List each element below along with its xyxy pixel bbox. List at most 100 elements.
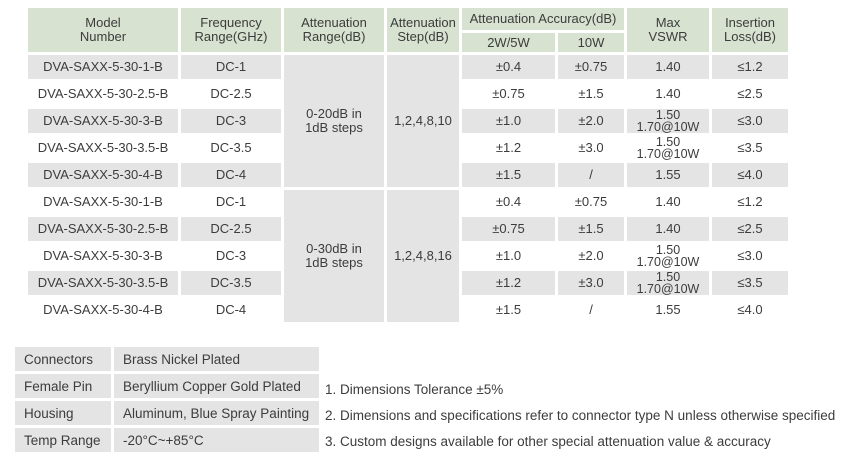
vswr-cell: 1.50 1.70@10W	[627, 109, 709, 133]
accuracy-2w5w-cell: ±1.5	[462, 163, 555, 187]
spec-row: DVA-SAXX-5-30-3.5-B DC-3.5 ±1.2 ±3.0 1.5…	[28, 271, 788, 295]
spec-row: DVA-SAXX-5-30-3-B DC-3 ±1.0 ±2.0 1.50 1.…	[28, 109, 788, 133]
accuracy-2w5w-cell: ±0.4	[462, 190, 555, 214]
notes-list: 1. Dimensions Tolerance ±5% 2. Dimension…	[325, 377, 835, 455]
materials-row: Temp Range -20°C~+85°C	[15, 428, 319, 452]
header-accuracy-10w: 10W	[558, 33, 624, 52]
frequency-cell: DC-3.5	[181, 271, 281, 295]
frequency-cell: DC-1	[181, 190, 281, 214]
insertion-loss-cell: ≤2.5	[712, 217, 788, 241]
accuracy-10w-cell: ±1.5	[558, 217, 624, 241]
material-value: -20°C~+85°C	[114, 428, 319, 452]
spec-row: DVA-SAXX-5-30-1-B DC-1 0-20dB in 1dB ste…	[28, 55, 788, 187]
accuracy-10w-cell: /	[558, 298, 624, 322]
insertion-loss-cell: ≤4.0	[712, 298, 788, 322]
model-cell: DVA-SAXX-5-30-3-B	[28, 109, 178, 133]
model-cell: DVA-SAXX-5-30-3-B	[28, 244, 178, 268]
accuracy-10w-cell: ±3.0	[558, 136, 624, 160]
accuracy-10w-cell: ±0.75	[558, 190, 624, 214]
materials-row: Connectors Brass Nickel Plated	[15, 347, 319, 371]
insertion-loss-cell: ≤3.5	[712, 271, 788, 295]
note-2: 2. Dimensions and specifications refer t…	[325, 408, 836, 423]
material-label: Connectors	[15, 347, 111, 371]
header-model-number: Model Number	[28, 8, 178, 52]
spec-row: DVA-SAXX-5-30-2.5-B DC-2.5 ±0.75 ±1.5 1.…	[28, 82, 788, 106]
insertion-loss-cell: ≤2.5	[712, 82, 788, 106]
material-label: Temp Range	[15, 428, 111, 452]
header-accuracy-2w5w: 2W/5W	[462, 33, 555, 52]
accuracy-10w-cell: ±3.0	[558, 271, 624, 295]
frequency-cell: DC-2.5	[181, 82, 281, 106]
accuracy-2w5w-cell: ±1.0	[462, 109, 555, 133]
accuracy-10w-cell: /	[558, 163, 624, 187]
frequency-cell: DC-3.5	[181, 136, 281, 160]
accuracy-2w5w-cell: ±0.75	[462, 217, 555, 241]
model-cell: DVA-SAXX-5-30-3.5-B	[28, 136, 178, 160]
vswr-cell: 1.50 1.70@10W	[627, 271, 709, 295]
attenuation-step-cell: 1,2,4,8,10	[387, 55, 459, 187]
header-attenuation-step: Attenuation Step(dB)	[387, 8, 459, 52]
accuracy-10w-cell: ±0.75	[558, 55, 624, 79]
spec-table: Model Number Frequency Range(GHz) Attenu…	[25, 5, 791, 325]
accuracy-2w5w-cell: ±0.4	[462, 55, 555, 79]
model-cell: DVA-SAXX-5-30-1-B	[28, 190, 178, 214]
model-cell: DVA-SAXX-5-30-1-B	[28, 55, 178, 79]
note-1: 1. Dimensions Tolerance ±5%	[325, 382, 504, 397]
materials-row: Housing Aluminum, Blue Spray Painting	[15, 401, 319, 425]
material-label: Female Pin	[15, 374, 111, 398]
vswr-cell: 1.40	[627, 190, 709, 214]
vswr-cell: 1.50 1.70@10W	[627, 136, 709, 160]
insertion-loss-cell: ≤3.5	[712, 136, 788, 160]
vswr-cell: 1.50 1.70@10W	[627, 244, 709, 268]
material-value: Aluminum, Blue Spray Painting	[114, 401, 319, 425]
spec-row: DVA-SAXX-5-30-3.5-B DC-3.5 ±1.2 ±3.0 1.5…	[28, 136, 788, 160]
attenuation-range-cell: 0-20dB in 1dB steps	[284, 55, 384, 187]
spec-row: DVA-SAXX-5-30-1-B DC-1 0-30dB in 1dB ste…	[28, 190, 788, 322]
header-max-vswr: Max VSWR	[627, 8, 709, 52]
frequency-cell: DC-3	[181, 109, 281, 133]
header-frequency-range: Frequency Range(GHz)	[181, 8, 281, 52]
insertion-loss-cell: ≤1.2	[712, 190, 788, 214]
accuracy-2w5w-cell: ±1.0	[462, 244, 555, 268]
vswr-cell: 1.55	[627, 298, 709, 322]
spec-row: DVA-SAXX-5-30-2.5-B DC-2.5 ±0.75 ±1.5 1.…	[28, 217, 788, 241]
insertion-loss-cell: ≤3.0	[712, 244, 788, 268]
accuracy-10w-cell: ±2.0	[558, 244, 624, 268]
model-cell: DVA-SAXX-5-30-3.5-B	[28, 271, 178, 295]
model-cell: DVA-SAXX-5-30-4-B	[28, 163, 178, 187]
frequency-cell: DC-4	[181, 163, 281, 187]
frequency-cell: DC-3	[181, 244, 281, 268]
header-attenuation-accuracy: Attenuation Accuracy(dB)	[462, 8, 624, 30]
vswr-cell: 1.40	[627, 55, 709, 79]
frequency-cell: DC-4	[181, 298, 281, 322]
insertion-loss-cell: ≤4.0	[712, 163, 788, 187]
attenuation-step-cell: 1,2,4,8,16	[387, 190, 459, 322]
insertion-loss-cell: ≤1.2	[712, 55, 788, 79]
accuracy-10w-cell: ±1.5	[558, 82, 624, 106]
material-value: Beryllium Copper Gold Plated	[114, 374, 319, 398]
header-attenuation-range: Attenuation Range(dB)	[284, 8, 384, 52]
vswr-cell: 1.55	[627, 163, 709, 187]
model-cell: DVA-SAXX-5-30-4-B	[28, 298, 178, 322]
accuracy-2w5w-cell: ±1.5	[462, 298, 555, 322]
spec-row: DVA-SAXX-5-30-4-B DC-4 ±1.5 / 1.55 ≤4.0	[28, 298, 788, 322]
material-label: Housing	[15, 401, 111, 425]
frequency-cell: DC-2.5	[181, 217, 281, 241]
note-3: 3. Custom designs available for other sp…	[325, 434, 771, 449]
accuracy-10w-cell: ±2.0	[558, 109, 624, 133]
insertion-loss-cell: ≤3.0	[712, 109, 788, 133]
accuracy-2w5w-cell: ±1.2	[462, 271, 555, 295]
accuracy-2w5w-cell: ±1.2	[462, 136, 555, 160]
attenuation-range-cell: 0-30dB in 1dB steps	[284, 190, 384, 322]
spec-row: DVA-SAXX-5-30-3-B DC-3 ±1.0 ±2.0 1.50 1.…	[28, 244, 788, 268]
materials-row: Female Pin Beryllium Copper Gold Plated	[15, 374, 319, 398]
frequency-cell: DC-1	[181, 55, 281, 79]
accuracy-2w5w-cell: ±0.75	[462, 82, 555, 106]
spec-row: DVA-SAXX-5-30-4-B DC-4 ±1.5 / 1.55 ≤4.0	[28, 163, 788, 187]
materials-table: Connectors Brass Nickel Plated Female Pi…	[12, 344, 322, 455]
header-insertion-loss: Insertion Loss(dB)	[712, 8, 788, 52]
model-cell: DVA-SAXX-5-30-2.5-B	[28, 82, 178, 106]
vswr-cell: 1.40	[627, 82, 709, 106]
model-cell: DVA-SAXX-5-30-2.5-B	[28, 217, 178, 241]
vswr-cell: 1.40	[627, 217, 709, 241]
